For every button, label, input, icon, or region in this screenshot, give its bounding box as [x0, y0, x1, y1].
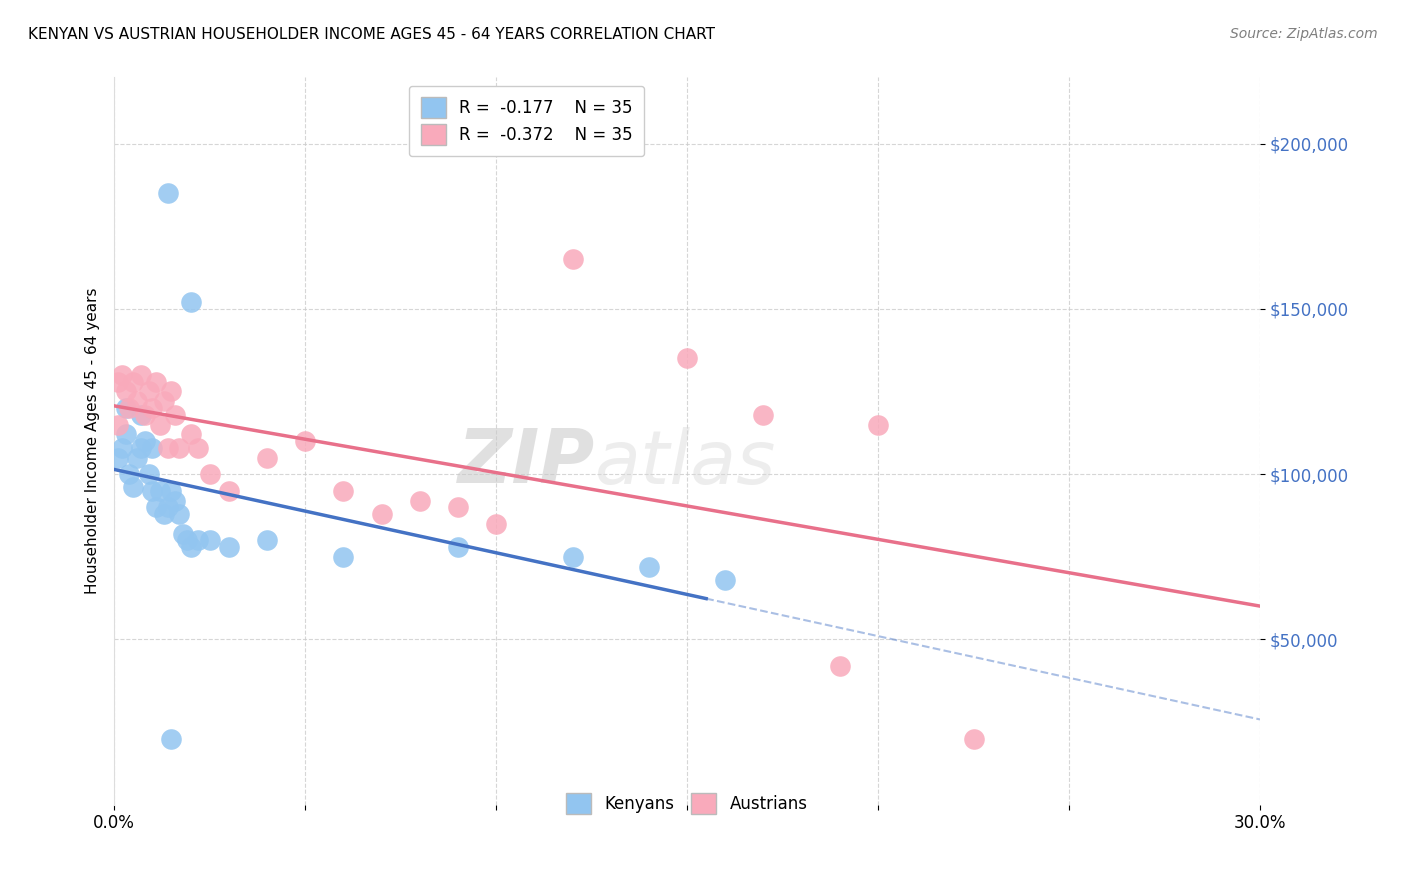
Point	[107, 417, 129, 432]
Point	[256, 450, 278, 465]
Point	[370, 507, 392, 521]
Point	[114, 427, 136, 442]
Point	[165, 408, 187, 422]
Point	[160, 483, 183, 498]
Text: ZIP: ZIP	[458, 426, 595, 500]
Point	[218, 483, 240, 498]
Point	[165, 493, 187, 508]
Point	[111, 368, 134, 382]
Point	[332, 483, 354, 498]
Point	[129, 408, 152, 422]
Point	[167, 507, 190, 521]
Point	[118, 467, 141, 482]
Point	[153, 507, 176, 521]
Y-axis label: Householder Income Ages 45 - 64 years: Householder Income Ages 45 - 64 years	[86, 288, 100, 594]
Point	[111, 441, 134, 455]
Point	[198, 533, 221, 548]
Point	[114, 384, 136, 399]
Point	[714, 573, 737, 587]
Text: KENYAN VS AUSTRIAN HOUSEHOLDER INCOME AGES 45 - 64 YEARS CORRELATION CHART: KENYAN VS AUSTRIAN HOUSEHOLDER INCOME AG…	[28, 27, 716, 42]
Point	[218, 540, 240, 554]
Point	[149, 417, 172, 432]
Point	[127, 450, 149, 465]
Point	[180, 540, 202, 554]
Point	[156, 441, 179, 455]
Point	[866, 417, 889, 432]
Point	[129, 441, 152, 455]
Point	[447, 500, 470, 515]
Point	[160, 731, 183, 746]
Point	[138, 384, 160, 399]
Point	[153, 394, 176, 409]
Point	[172, 526, 194, 541]
Point	[138, 467, 160, 482]
Point	[134, 408, 156, 422]
Point	[122, 480, 145, 494]
Point	[156, 186, 179, 201]
Point	[332, 549, 354, 564]
Point	[180, 295, 202, 310]
Point	[676, 351, 699, 366]
Point	[141, 483, 163, 498]
Point	[638, 559, 661, 574]
Point	[160, 384, 183, 399]
Point	[129, 368, 152, 382]
Point	[118, 401, 141, 415]
Point	[145, 375, 167, 389]
Point	[107, 375, 129, 389]
Point	[828, 658, 851, 673]
Point	[114, 401, 136, 415]
Point	[561, 549, 583, 564]
Text: Source: ZipAtlas.com: Source: ZipAtlas.com	[1230, 27, 1378, 41]
Point	[962, 731, 984, 746]
Point	[485, 516, 508, 531]
Point	[180, 427, 202, 442]
Point	[134, 434, 156, 448]
Point	[447, 540, 470, 554]
Point	[141, 441, 163, 455]
Point	[141, 401, 163, 415]
Text: atlas: atlas	[595, 427, 776, 499]
Point	[187, 533, 209, 548]
Point	[145, 500, 167, 515]
Point	[198, 467, 221, 482]
Point	[176, 533, 198, 548]
Point	[187, 441, 209, 455]
Point	[107, 450, 129, 465]
Point	[122, 375, 145, 389]
Point	[294, 434, 316, 448]
Point	[127, 394, 149, 409]
Legend: Kenyans, Austrians: Kenyans, Austrians	[555, 781, 820, 825]
Point	[561, 252, 583, 267]
Point	[256, 533, 278, 548]
Point	[752, 408, 775, 422]
Point	[156, 500, 179, 515]
Point	[149, 483, 172, 498]
Point	[167, 441, 190, 455]
Point	[409, 493, 432, 508]
